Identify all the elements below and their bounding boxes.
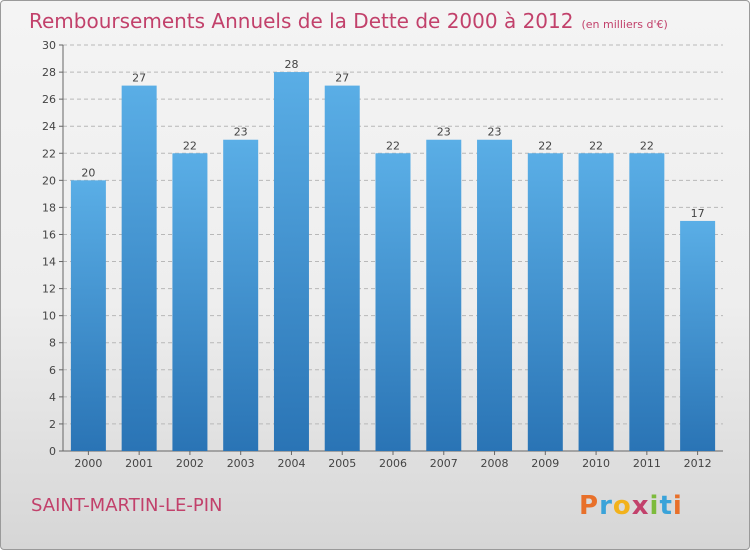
bar (578, 153, 614, 451)
title-text: Remboursements Annuels de la Dette de 20… (29, 9, 574, 33)
x-tick-label: 2011 (633, 457, 661, 470)
data-label: 23 (437, 126, 451, 139)
x-tick-label: 2009 (531, 457, 559, 470)
bar (172, 153, 208, 451)
y-tick-label: 18 (42, 201, 56, 214)
y-tick-label: 30 (42, 39, 56, 52)
y-tick-label: 26 (42, 93, 56, 106)
logo-letter: x (631, 491, 650, 521)
data-label: 27 (132, 72, 146, 85)
y-tick-label: 20 (42, 174, 56, 187)
logo-letter: t (659, 491, 673, 521)
logo-letter: r (599, 491, 613, 521)
data-label: 23 (234, 126, 248, 139)
bar (629, 153, 665, 451)
data-label: 22 (183, 139, 197, 152)
x-tick-label: 2007 (430, 457, 458, 470)
data-label: 22 (640, 139, 654, 152)
y-tick-label: 14 (42, 256, 56, 269)
data-label: 23 (488, 126, 502, 139)
x-tick-label: 2012 (684, 457, 712, 470)
logo-letter: o (612, 491, 632, 521)
y-tick-label: 12 (42, 283, 56, 296)
bar (223, 139, 259, 451)
x-tick-label: 2000 (74, 457, 102, 470)
x-tick-label: 2001 (125, 457, 153, 470)
data-label: 27 (335, 72, 349, 85)
city-name: SAINT-MARTIN-LE-PIN (31, 495, 223, 516)
y-tick-label: 4 (49, 391, 56, 404)
bar (426, 139, 462, 451)
bar (70, 180, 106, 452)
y-tick-label: 22 (42, 147, 56, 160)
x-tick-label: 2004 (277, 457, 305, 470)
x-tick-label: 2005 (328, 457, 356, 470)
y-tick-label: 10 (42, 310, 56, 323)
bar (121, 85, 157, 451)
y-tick-label: 2 (49, 418, 56, 431)
logo-letter: i (672, 491, 683, 521)
x-tick-label: 2002 (176, 457, 204, 470)
x-tick-label: 2008 (481, 457, 509, 470)
proxiti-logo: Proxiti (579, 491, 683, 521)
title-unit: (en milliers d'€) (581, 18, 668, 31)
bar (375, 153, 411, 451)
bar (680, 220, 716, 451)
x-tick-label: 2010 (582, 457, 610, 470)
y-tick-label: 28 (42, 66, 56, 79)
y-tick-label: 24 (42, 120, 56, 133)
y-tick-label: 16 (42, 228, 56, 241)
bar (477, 139, 513, 451)
data-label: 17 (691, 207, 705, 220)
bar (273, 72, 309, 452)
y-tick-label: 0 (49, 445, 56, 458)
logo-letter: P (579, 491, 600, 521)
x-tick-label: 2006 (379, 457, 407, 470)
x-tick-label: 2003 (227, 457, 255, 470)
bar (324, 85, 360, 451)
data-label: 20 (81, 166, 95, 179)
logo-letter: i (649, 491, 660, 521)
chart-title: Remboursements Annuels de la Dette de 20… (29, 9, 668, 33)
data-label: 22 (538, 139, 552, 152)
bar (527, 153, 563, 451)
data-label: 22 (386, 139, 400, 152)
y-tick-label: 6 (49, 364, 56, 377)
data-label: 22 (589, 139, 603, 152)
y-tick-label: 8 (49, 337, 56, 350)
data-label: 28 (284, 58, 298, 71)
